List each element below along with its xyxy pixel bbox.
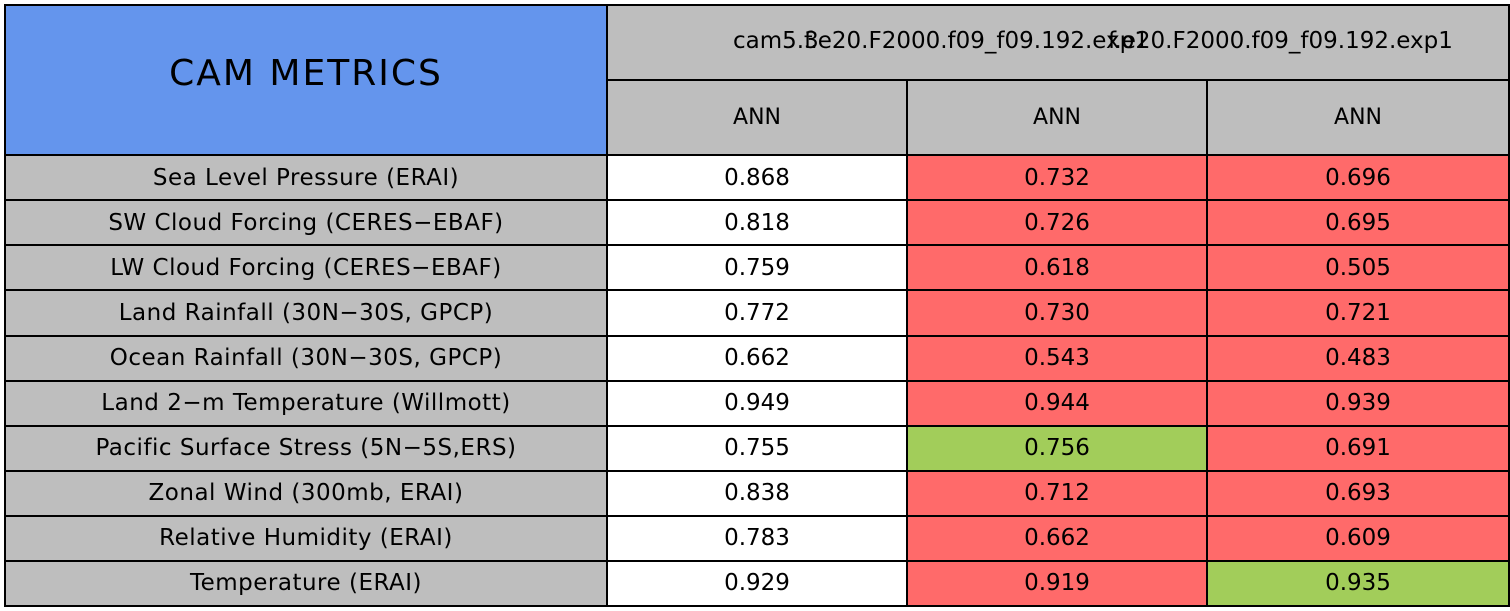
- table-row: SW Cloud Forcing (CERES−EBAF) 0.818 0.726 0…: [4, 199, 1510, 247]
- table-row: Land 2−m Temperature (Willmott) 0.949 0.94…: [4, 379, 1510, 427]
- table-title: CAM METRICS: [4, 3, 608, 157]
- metric-value-worse: 0.726: [906, 199, 1208, 247]
- model-name-1: cam5.3: [733, 27, 819, 54]
- metric-value-worse: 0.939: [1205, 379, 1510, 427]
- metric-value-worse: 0.696: [1205, 154, 1510, 202]
- metric-value-worse: 0.483: [1205, 334, 1510, 382]
- model-name-3: f.e20.F2000.f09_f09.192.exp1: [1108, 27, 1453, 54]
- metric-value-base: 0.759: [606, 244, 908, 292]
- metric-value-base: 0.929: [606, 559, 908, 608]
- metric-value-base: 0.755: [606, 424, 908, 472]
- metric-label: Land Rainfall (30N−30S, GPCP): [4, 289, 608, 337]
- metric-value-base: 0.949: [606, 379, 908, 427]
- metric-value-worse: 0.691: [1205, 424, 1510, 472]
- metric-value-worse: 0.543: [906, 334, 1208, 382]
- header-row-seasons: ANN ANN ANN: [5, 79, 1510, 157]
- metric-value-better: 0.756: [906, 424, 1208, 472]
- metric-label: Sea Level Pressure (ERAI): [4, 154, 608, 202]
- metric-label: Temperature (ERAI): [4, 559, 608, 608]
- metric-value-base: 0.818: [606, 199, 908, 247]
- metric-label: LW Cloud Forcing (CERES−EBAF): [4, 244, 608, 292]
- metric-label: Land 2−m Temperature (Willmott): [4, 379, 608, 427]
- metric-label: SW Cloud Forcing (CERES−EBAF): [4, 199, 608, 247]
- metric-value-worse: 0.919: [906, 559, 1208, 608]
- metric-value-worse: 0.693: [1205, 469, 1510, 517]
- table-row: Zonal Wind (300mb, ERAI) 0.838 0.712 0.693: [4, 469, 1510, 517]
- metric-value-worse: 0.618: [906, 244, 1208, 292]
- season-header-2: ANN: [906, 79, 1208, 157]
- table-row: Pacific Surface Stress (5N−5S,ERS) 0.755 0…: [4, 424, 1510, 472]
- metric-label: Pacific Surface Stress (5N−5S,ERS): [4, 424, 608, 472]
- season-header-3: ANN: [1205, 79, 1510, 157]
- metric-value-worse: 0.730: [906, 289, 1208, 337]
- season-header-1: ANN: [606, 79, 908, 157]
- metric-value-base: 0.838: [606, 469, 908, 517]
- table-row: Relative Humidity (ERAI) 0.783 0.662 0.609: [4, 514, 1510, 562]
- metric-value-base: 0.783: [606, 514, 908, 562]
- metric-value-worse: 0.712: [906, 469, 1208, 517]
- table-row: LW Cloud Forcing (CERES−EBAF) 0.759 0.618 0…: [4, 244, 1510, 292]
- table-row: Sea Level Pressure (ERAI) 0.868 0.732 0.696: [4, 154, 1510, 202]
- metric-value-base: 0.662: [606, 334, 908, 382]
- model-header-cell: cam5.3 f.e20.F2000.f09_f09.192.exp1 f.e2…: [605, 3, 1510, 82]
- metric-value-worse: 0.732: [906, 154, 1208, 202]
- metric-label: Relative Humidity (ERAI): [4, 514, 608, 562]
- model-name-2: f.e20.F2000.f09_f09.192.exp1: [804, 27, 1149, 54]
- metric-value-worse: 0.695: [1205, 199, 1510, 247]
- table-row: Ocean Rainfall (30N−30S, GPCP) 0.662 0.543…: [4, 334, 1510, 382]
- metric-value-worse: 0.944: [906, 379, 1208, 427]
- metric-value-base: 0.868: [606, 154, 908, 202]
- metric-value-worse: 0.721: [1205, 289, 1510, 337]
- metric-value-better: 0.935: [1205, 559, 1510, 608]
- metrics-table: CAM METRICS cam5.3 f.e20.F2000.f09_f09.1…: [4, 3, 1510, 608]
- metric-value-worse: 0.609: [1205, 514, 1510, 562]
- metric-value-base: 0.772: [606, 289, 908, 337]
- metric-value-worse: 0.505: [1205, 244, 1510, 292]
- metric-label: Ocean Rainfall (30N−30S, GPCP): [4, 334, 608, 382]
- table-row: Land Rainfall (30N−30S, GPCP) 0.772 0.730 0…: [4, 289, 1510, 337]
- metric-value-worse: 0.662: [906, 514, 1208, 562]
- metric-label: Zonal Wind (300mb, ERAI): [4, 469, 608, 517]
- header-row-models: CAM METRICS cam5.3 f.e20.F2000.f09_f09.1…: [4, 3, 1510, 157]
- table-row: Temperature (ERAI) 0.929 0.919 0.935: [4, 559, 1510, 608]
